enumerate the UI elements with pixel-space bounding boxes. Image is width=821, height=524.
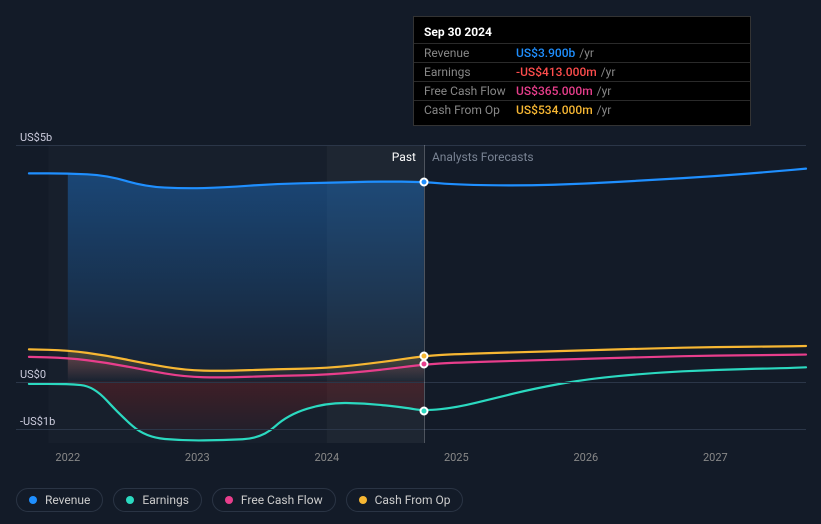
section-label-past: Past [392, 150, 416, 164]
section-label-forecast: Analysts Forecasts [432, 150, 534, 164]
tooltip-row: Free Cash FlowUS$365.000m/yr [414, 81, 750, 100]
legend-item[interactable]: Earnings [113, 488, 202, 512]
legend-label: Earnings [142, 493, 189, 507]
gridline [16, 145, 806, 146]
legend-label: Revenue [45, 493, 90, 507]
tooltip-row: RevenueUS$3.900b/yr [414, 43, 750, 62]
x-axis-label: 2027 [703, 451, 728, 464]
legend-label: Cash From Op [375, 493, 451, 507]
tooltip-row: Earnings-US$413.000m/yr [414, 62, 750, 81]
legend-dot [126, 496, 134, 504]
gridline [16, 429, 806, 430]
tooltip-value: US$365.000m [516, 84, 593, 98]
chart-marker [419, 177, 428, 186]
legend-dot [225, 496, 233, 504]
y-axis-label: -US$1b [20, 415, 55, 428]
chart-marker [419, 360, 428, 369]
x-axis-label: 2024 [314, 451, 339, 464]
tooltip-row: Cash From OpUS$534.000m/yr [414, 100, 750, 119]
legend-label: Free Cash Flow [241, 493, 323, 507]
tooltip-unit: /yr [597, 84, 612, 98]
tooltip-title: Sep 30 2024 [414, 23, 750, 43]
financials-chart: US$5b US$0 -US$1b 2022 2023 2024 2025 2026 2027… [0, 0, 821, 524]
chart-legend: Revenue Earnings Free Cash Flow Cash From O… [16, 488, 463, 512]
y-axis-label: US$5b [20, 131, 52, 144]
tooltip-label: Free Cash Flow [424, 84, 516, 98]
legend-item[interactable]: Revenue [16, 488, 103, 512]
tooltip-value: US$3.900b [516, 46, 575, 60]
x-axis-label: 2022 [55, 451, 80, 464]
x-axis-label: 2025 [444, 451, 469, 464]
legend-dot [359, 496, 367, 504]
tooltip-label: Cash From Op [424, 103, 516, 117]
past-forecast-divider [424, 145, 425, 443]
x-axis-label: 2023 [185, 451, 210, 464]
tooltip-unit: /yr [597, 103, 612, 117]
y-axis-label: US$0 [20, 368, 46, 381]
legend-item[interactable]: Free Cash Flow [212, 488, 336, 512]
tooltip-unit: /yr [601, 65, 616, 79]
chart-tooltip: Sep 30 2024 RevenueUS$3.900b/yrEarnings-… [413, 16, 751, 126]
tooltip-label: Earnings [424, 65, 516, 79]
gridline [16, 382, 806, 383]
tooltip-unit: /yr [579, 46, 594, 60]
legend-dot [29, 496, 37, 504]
tooltip-value: US$534.000m [516, 103, 593, 117]
tooltip-value: -US$413.000m [516, 65, 597, 79]
tooltip-label: Revenue [424, 46, 516, 60]
chart-marker [419, 406, 428, 415]
x-axis-label: 2026 [573, 451, 598, 464]
legend-item[interactable]: Cash From Op [346, 488, 464, 512]
